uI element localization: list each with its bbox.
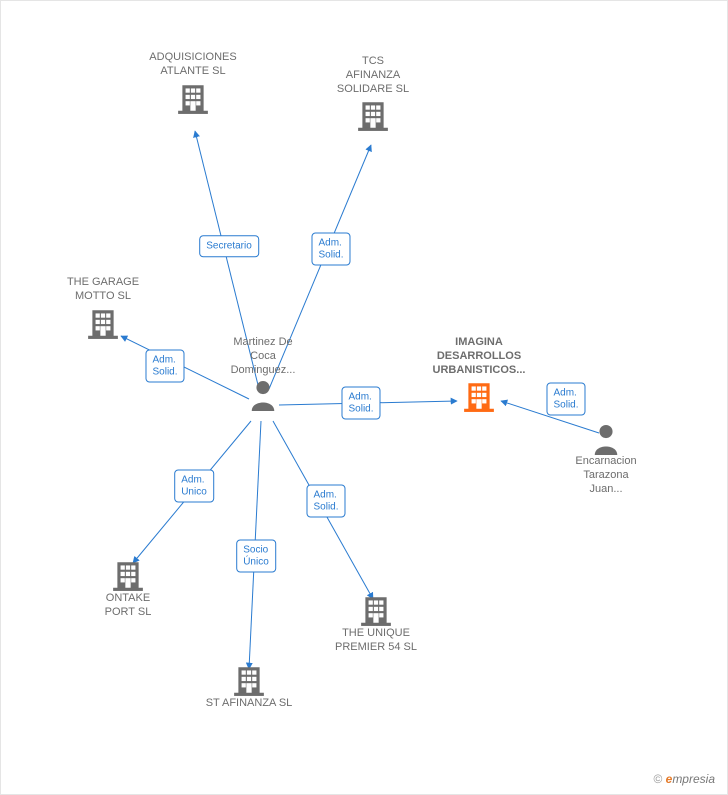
node-label: ONTAKE PORT SL (68, 592, 188, 620)
node-adquisiciones: ADQUISICIONES ATLANTE SL (133, 51, 253, 115)
person-icon (203, 379, 323, 411)
copyright-symbol: © (653, 772, 662, 786)
node-label: THE GARAGE MOTTO SL (43, 276, 163, 304)
edge-label: Adm. Solid. (306, 485, 345, 518)
node-ontake: ONTAKE PORT SL (68, 556, 188, 620)
building-icon (43, 306, 163, 340)
footer-credit: © empresia (653, 772, 715, 786)
building-icon (313, 98, 433, 132)
node-label: IMAGINA DESARROLLOS URBANISTICOS... (419, 336, 539, 377)
edge-label: Adm. Unico (174, 470, 214, 503)
brand-rest: mpresia (672, 772, 715, 786)
building-icon (419, 379, 539, 413)
node-stafinanza: ST AFINANZA SL (189, 661, 309, 711)
node-garage: THE GARAGE MOTTO SL (43, 276, 163, 340)
node-encarnacion: Encarnacion Tarazona Juan... (546, 421, 666, 496)
node-martinez: Martinez De Coca Dominguez... (203, 336, 323, 411)
node-unique: THE UNIQUE PREMIER 54 SL (316, 591, 436, 655)
edge-label: Adm. Solid. (341, 387, 380, 420)
network-diagram: { "diagram": { "type": "network", "width… (0, 0, 728, 795)
node-tcs: TCS AFINANZA SOLIDARE SL (313, 55, 433, 132)
node-label: THE UNIQUE PREMIER 54 SL (316, 627, 436, 655)
person-icon (546, 423, 666, 455)
building-icon (133, 81, 253, 115)
edge-label: Socio Único (236, 540, 276, 573)
node-imagina: IMAGINA DESARROLLOS URBANISTICOS... (419, 336, 539, 413)
edge-label: Adm. Solid. (546, 383, 585, 416)
node-label: ADQUISICIONES ATLANTE SL (133, 51, 253, 79)
building-icon (316, 593, 436, 627)
node-label: TCS AFINANZA SOLIDARE SL (313, 55, 433, 96)
node-label: ST AFINANZA SL (189, 697, 309, 711)
edge-label: Adm. Solid. (311, 233, 350, 266)
node-label: Encarnacion Tarazona Juan... (546, 455, 666, 496)
edge-label: Secretario (199, 235, 259, 257)
edge-label: Adm. Solid. (145, 350, 184, 383)
building-icon (68, 558, 188, 592)
node-label: Martinez De Coca Dominguez... (203, 336, 323, 377)
building-icon (189, 663, 309, 697)
